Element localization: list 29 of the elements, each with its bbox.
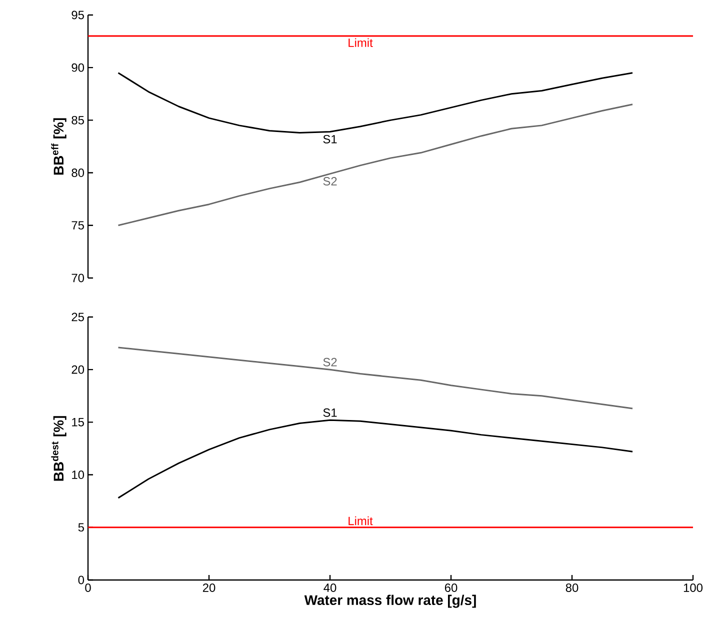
y-tick-label: 80 [72,168,84,178]
x-tick-label: 0 [85,584,91,592]
ref-line-label: Limit [348,38,373,47]
x-tick-label: 40 [324,584,336,592]
y-tick-label: 70 [72,274,84,282]
y-tick-label: 15 [72,418,84,426]
ref-line-label: Limit [348,516,373,526]
x-tick-label: 60 [444,584,458,592]
y-tick-label: 85 [72,116,84,124]
y-axis-title: BB$^{eff}$ [%] [51,118,66,175]
series-label: S1 [323,408,337,417]
series-label: S2 [323,358,337,366]
y-tick-label: 5 [78,523,84,532]
y-axis-title: BB$^{dest}$ [%] [51,416,66,481]
y-tick-label: 20 [72,365,84,374]
line-series [118,104,634,226]
line-series [118,72,634,134]
series-label: S1 [323,134,337,144]
y-tick-label: 25 [72,312,84,322]
x-tick-label: 20 [202,584,216,592]
y-tick-label: 95 [72,10,84,20]
x-axis-title: Water mass flow rate [g/s] [304,594,476,608]
y-tick-label: 10 [72,470,84,480]
y-tick-label: 90 [72,63,84,72]
x-tick-label: 80 [566,584,578,592]
y-tick-label: 75 [72,221,84,230]
x-tick-label: 100 [684,584,703,592]
series-label: S2 [323,177,337,186]
y-tick-label: 0 [78,576,84,584]
